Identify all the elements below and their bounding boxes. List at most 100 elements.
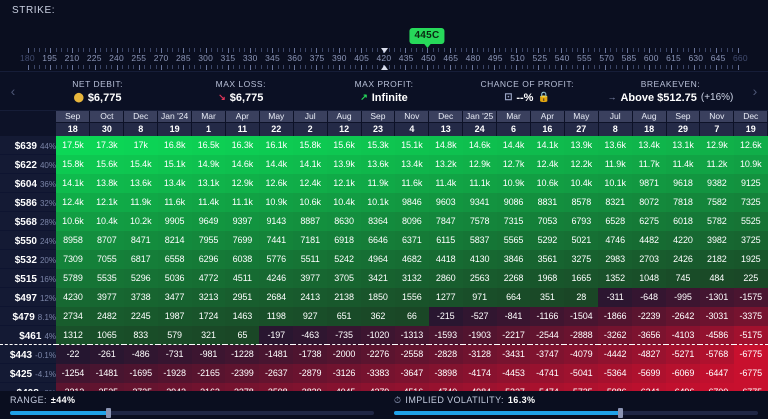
pnl-cell[interactable]: -4079	[564, 344, 599, 364]
strike-cell[interactable]: $622 40%	[0, 154, 56, 174]
pnl-cell[interactable]: 2703	[632, 249, 667, 269]
pnl-cell[interactable]: 7055	[89, 249, 124, 269]
pnl-cell[interactable]: 3725	[733, 230, 768, 250]
pnl-cell[interactable]: 6115	[428, 230, 463, 250]
day-header[interactable]: 16	[530, 122, 565, 136]
pnl-cell[interactable]: 6646	[361, 230, 395, 250]
pnl-cell[interactable]: 8214	[157, 230, 192, 250]
month-header[interactable]: Sep	[361, 111, 396, 123]
pnl-cell[interactable]: -2642	[666, 306, 700, 326]
month-header[interactable]: Apr	[530, 111, 565, 123]
pnl-cell[interactable]: -261	[89, 344, 124, 364]
pnl-cell[interactable]: -1020	[361, 325, 395, 345]
pnl-cell[interactable]: 1987	[157, 306, 192, 326]
ruler-scale[interactable]: 180 195 210 225 240 255 270 285 300 315 330 345 360 3…	[0, 48, 768, 70]
day-header[interactable]: 23	[361, 122, 396, 136]
month-header[interactable]: Dec	[428, 111, 464, 123]
pnl-cell[interactable]: 6817	[123, 249, 158, 269]
strike-cell[interactable]: $586 32%	[0, 192, 56, 212]
pnl-cell[interactable]: 14.8k	[428, 136, 463, 155]
pnl-cell[interactable]: 1048	[632, 268, 667, 288]
pnl-cell[interactable]: 16.8k	[157, 136, 192, 155]
pnl-cell[interactable]: 13.6k	[598, 136, 633, 155]
pnl-cell[interactable]: 3213	[191, 287, 226, 307]
pnl-cell[interactable]: 9341	[462, 192, 497, 212]
stat-breakeven[interactable]: BREAKEVEN: → Above $512.75 (+16%)	[599, 79, 742, 104]
pnl-cell[interactable]: 2951	[225, 287, 260, 307]
pnl-cell[interactable]: 15.3k	[361, 136, 395, 155]
pnl-cell[interactable]: 10.1k	[361, 192, 395, 212]
day-header[interactable]: 24	[462, 122, 498, 136]
pnl-cell[interactable]: 2426	[666, 249, 700, 269]
profit-matrix-grid[interactable]: Sep Oct Dec Jan '24 Mar Apr May Jul Aug Sep Nov Dec…	[0, 111, 768, 419]
pnl-cell[interactable]: 7847	[428, 211, 463, 231]
pnl-cell[interactable]: -2637	[259, 363, 294, 383]
pnl-cell[interactable]: 10.4k	[89, 211, 124, 231]
pnl-cell[interactable]: -1301	[699, 287, 734, 307]
pnl-cell[interactable]: -3647	[394, 363, 429, 383]
pnl-cell[interactable]: 10.6k	[293, 192, 328, 212]
pnl-cell[interactable]: 10.1k	[598, 173, 633, 193]
pnl-cell[interactable]: 3477	[157, 287, 192, 307]
pnl-cell[interactable]: 8831	[530, 192, 565, 212]
pnl-cell[interactable]: 3561	[530, 249, 565, 269]
pnl-cell[interactable]: 1968	[530, 268, 565, 288]
table-row[interactable]: $515 16% 5789 5535 5296 5036 4772 4511 4246 3977 3…	[0, 268, 768, 288]
pnl-cell[interactable]: -215	[428, 306, 463, 326]
pnl-cell[interactable]: 1198	[259, 306, 294, 326]
pnl-cell[interactable]: 14.6k	[225, 154, 260, 174]
pnl-cell[interactable]: 10.9k	[496, 173, 531, 193]
month-header[interactable]: Apr	[225, 111, 260, 123]
pnl-cell[interactable]: -4442	[598, 344, 633, 364]
pnl-cell[interactable]: 9125	[733, 173, 768, 193]
stat-max-loss[interactable]: MAX LOSS: ↘ $6,775	[169, 79, 312, 104]
pnl-cell[interactable]: 10.2k	[123, 211, 158, 231]
pnl-cell[interactable]: 15.8k	[293, 136, 328, 155]
pnl-cell[interactable]: 3977	[89, 287, 124, 307]
pnl-cell[interactable]: 13.6k	[123, 173, 158, 193]
pnl-cell[interactable]: 14.9k	[191, 154, 226, 174]
pnl-cell[interactable]: 4772	[191, 268, 226, 288]
pnl-cell[interactable]: 3738	[123, 287, 158, 307]
pnl-cell[interactable]: -3383	[361, 363, 395, 383]
month-header[interactable]: Sep	[666, 111, 701, 123]
day-header[interactable]: 2	[293, 122, 328, 136]
day-header[interactable]: 19	[157, 122, 193, 136]
pnl-cell[interactable]: 3846	[496, 249, 531, 269]
pnl-cell[interactable]: 12.1k	[327, 173, 362, 193]
pnl-cell[interactable]: 2413	[293, 287, 328, 307]
pnl-cell[interactable]: 6038	[225, 249, 260, 269]
pnl-cell[interactable]: 7053	[530, 211, 565, 231]
pnl-cell[interactable]: -3431	[496, 344, 531, 364]
pnl-cell[interactable]: 2245	[123, 306, 158, 326]
pnl-cell[interactable]: 1556	[394, 287, 429, 307]
strike-cell[interactable]: $550 24%	[0, 230, 56, 250]
pnl-cell[interactable]: -995	[666, 287, 700, 307]
pnl-cell[interactable]: 4130	[462, 249, 497, 269]
pnl-cell[interactable]: 13.9k	[327, 154, 362, 174]
pnl-cell[interactable]: -1504	[564, 306, 599, 326]
pnl-cell[interactable]: 484	[699, 268, 734, 288]
pnl-cell[interactable]: 13.1k	[666, 136, 700, 155]
pnl-cell[interactable]: 11.2k	[699, 154, 734, 174]
pnl-cell[interactable]: 6275	[632, 211, 667, 231]
pnl-cell[interactable]: 11.7k	[632, 154, 667, 174]
iv-slider-knob[interactable]	[617, 408, 623, 418]
day-header[interactable]: 8	[598, 122, 633, 136]
month-header[interactable]: Mar	[191, 111, 226, 123]
pnl-cell[interactable]: -3898	[428, 363, 463, 383]
pnl-cell[interactable]: -3656	[632, 325, 667, 345]
pnl-cell[interactable]: 14.1k	[56, 173, 90, 193]
pnl-cell[interactable]: 15.6k	[327, 136, 362, 155]
day-header[interactable]: 19	[733, 122, 768, 136]
pnl-cell[interactable]: 745	[666, 268, 700, 288]
pnl-cell[interactable]: -1593	[428, 325, 463, 345]
pnl-cell[interactable]: 6793	[564, 211, 599, 231]
month-header[interactable]: May	[259, 111, 294, 123]
pnl-cell[interactable]: 579	[157, 325, 192, 345]
pnl-cell[interactable]: 13.4k	[157, 173, 192, 193]
pnl-cell[interactable]: 971	[462, 287, 497, 307]
pnl-cell[interactable]: 10.4k	[564, 173, 599, 193]
pnl-cell[interactable]: -1928	[157, 363, 192, 383]
range-slider-block[interactable]: RANGE: ±44%	[0, 391, 384, 419]
